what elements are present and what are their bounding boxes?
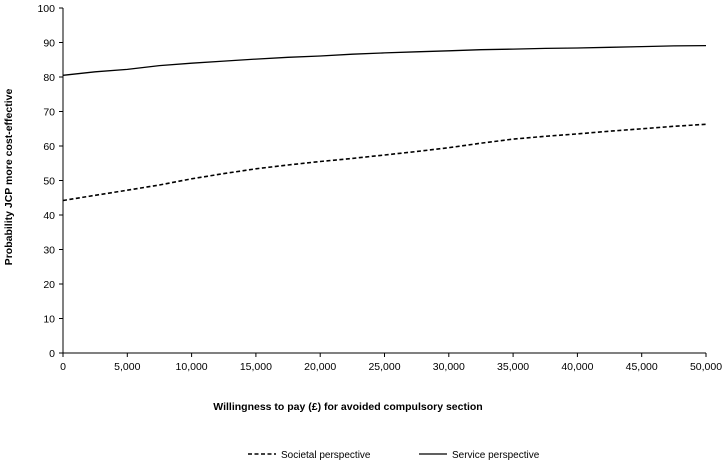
series-lines <box>62 44 707 202</box>
legend: Societal perspective Service perspective <box>248 450 540 461</box>
x-tick-label: 35,000 <box>497 361 529 373</box>
y-tick-label: 10 <box>43 314 55 326</box>
x-tick-label: 10,000 <box>176 361 208 373</box>
x-tick-label: 30,000 <box>433 361 465 373</box>
x-tick-label: 15,000 <box>240 361 272 373</box>
y-tick-label: 40 <box>43 210 55 222</box>
x-tick-label: 25,000 <box>368 361 400 373</box>
y-tick-label: 50 <box>43 176 55 188</box>
legend-label-societal: Societal perspective <box>281 450 371 461</box>
x-tick-label: 20,000 <box>304 361 336 373</box>
y-axis-title-group: Probability JCP more cost-effective <box>3 89 15 266</box>
axes <box>62 8 706 354</box>
y-tick-label: 100 <box>37 3 55 15</box>
x-tick-label: 50,000 <box>690 361 722 373</box>
x-tick-label: 5,000 <box>114 361 140 373</box>
y-tick-label: 70 <box>43 107 55 119</box>
series-line-societal <box>62 123 707 202</box>
y-tick-label: 0 <box>49 348 55 360</box>
y-ticks: 0 10 20 30 40 50 60 70 80 90 100 <box>37 3 63 360</box>
y-tick-label: 60 <box>43 141 55 153</box>
x-ticks: 0 5,000 10,000 15,000 20,000 25,000 30,000 35,0… <box>60 353 722 373</box>
x-tick-label: 40,000 <box>561 361 593 373</box>
x-tick-label: 0 <box>60 361 66 373</box>
y-tick-label: 30 <box>43 245 55 257</box>
x-tick-label: 45,000 <box>626 361 658 373</box>
x-axis-title: Willingness to pay (£) for avoided compu… <box>213 401 482 413</box>
y-axis-title: Probability JCP more cost-effective <box>3 89 15 266</box>
legend-label-service: Service perspective <box>452 450 540 461</box>
series-line-service <box>62 44 707 76</box>
y-tick-label: 80 <box>43 72 55 84</box>
y-tick-label: 20 <box>43 279 55 291</box>
y-tick-label: 90 <box>43 38 55 50</box>
